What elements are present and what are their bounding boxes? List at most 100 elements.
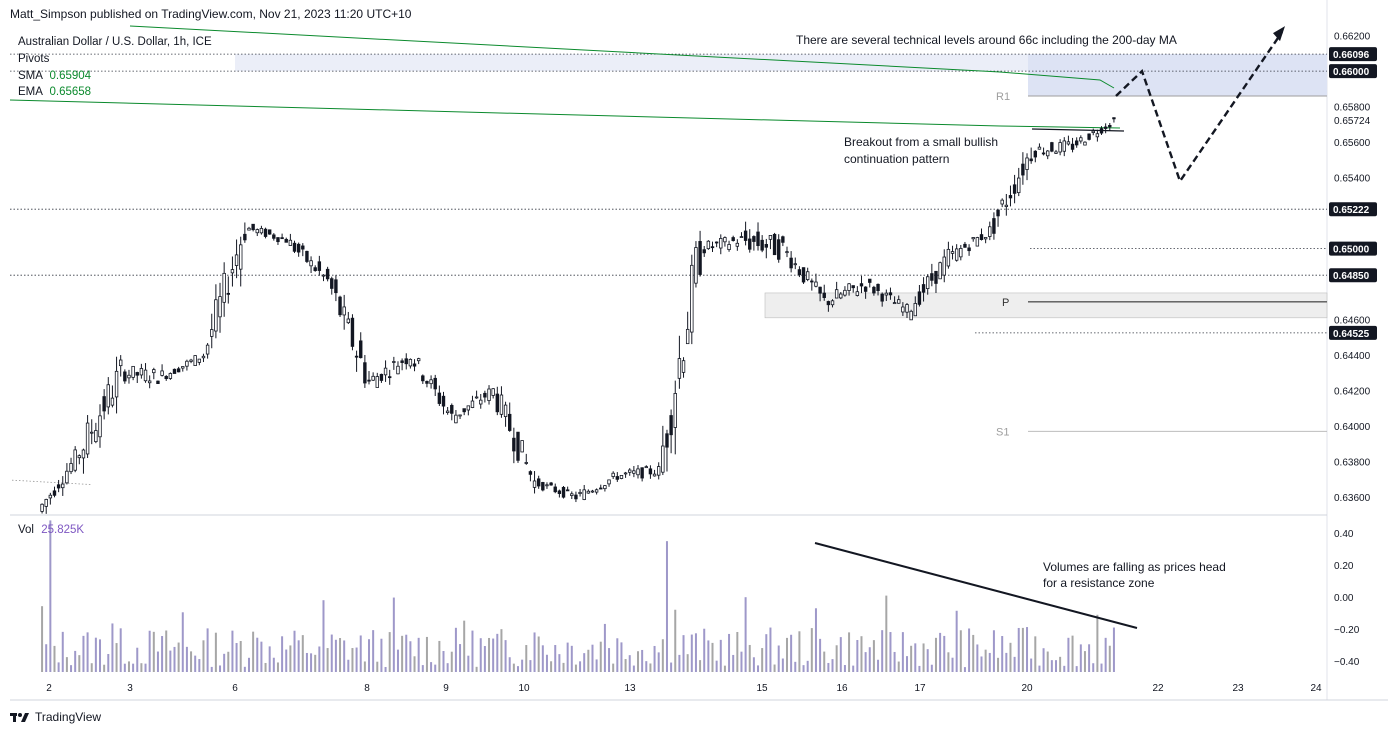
candle-body (528, 471, 533, 475)
volume-bar (165, 630, 168, 672)
volume-bar (347, 659, 350, 672)
sma-value: 0.65904 (49, 70, 92, 82)
annotation-technical-levels: There are several technical levels aroun… (796, 33, 1177, 47)
volume-bar (239, 641, 242, 672)
volume-bar (425, 636, 428, 672)
candle-body (826, 301, 831, 306)
volume-bar (136, 647, 139, 672)
volume-bar (210, 666, 213, 672)
sma-label: SMA (18, 70, 43, 82)
candle-body (822, 292, 826, 298)
volume-bar (968, 628, 971, 672)
candle-body (139, 368, 144, 376)
candle-body (810, 280, 814, 283)
price-badge-label: 0.65000 (1333, 245, 1370, 256)
volume-bar (173, 646, 176, 672)
volume-bar (608, 648, 611, 672)
candle-body (201, 355, 206, 359)
volume-bar (53, 645, 56, 672)
price-badge-bg (1329, 47, 1377, 62)
volume-bar (889, 632, 892, 672)
volume-bar (541, 645, 544, 672)
volume-bar (243, 666, 246, 672)
candle-body (644, 466, 648, 469)
old-level-line (11, 479, 93, 486)
candle-body (603, 485, 607, 490)
candle-body (495, 393, 499, 413)
candle-body (805, 271, 810, 280)
candle-body (859, 283, 864, 287)
volume-bar (715, 660, 718, 672)
x-tick-label: 22 (1152, 683, 1164, 694)
candle-body (503, 404, 508, 418)
volume-bar (479, 638, 482, 672)
candle-body (85, 422, 90, 455)
volume-bar (1030, 658, 1033, 672)
candle-body (371, 375, 375, 381)
volume-bar (1083, 651, 1086, 672)
candle-body (735, 242, 740, 247)
candle-body (586, 490, 591, 494)
candle-body (77, 455, 82, 459)
volume-bar (450, 651, 453, 672)
candle-body (516, 431, 520, 461)
volume-bar (649, 663, 652, 672)
candle-body (768, 234, 773, 240)
volume-bar (591, 644, 594, 672)
volume-bar (185, 646, 188, 672)
candle-body (1025, 157, 1029, 170)
candle-body (280, 237, 284, 240)
volume-bar (74, 650, 77, 672)
candle-body (342, 306, 346, 316)
candle-body (690, 264, 694, 333)
candle-body (681, 360, 686, 373)
candle-body (1017, 177, 1021, 194)
volume-bar (852, 665, 855, 672)
volume-bar (711, 642, 714, 672)
volume-bar (922, 643, 925, 672)
volume-bar (566, 642, 569, 672)
volume-bar (264, 662, 267, 672)
ema-value: 0.65658 (49, 86, 92, 98)
candle-body (698, 241, 702, 275)
candle-body (189, 359, 193, 362)
candle-body (677, 358, 682, 379)
volume-bar (363, 661, 366, 672)
candle-body (1074, 140, 1079, 146)
tradingview-logo[interactable]: TradingView (10, 710, 101, 724)
candle-body (897, 299, 901, 304)
candle-body (1112, 117, 1116, 120)
candle-body (611, 472, 615, 477)
candle-body (404, 358, 408, 365)
candle-body (524, 462, 528, 464)
candle-body (106, 384, 110, 408)
candle-body (599, 487, 603, 490)
volume-bar (301, 635, 304, 672)
y-tick-label: 0.65800 (1334, 103, 1371, 114)
candle-body (868, 278, 872, 283)
candle-body (607, 479, 611, 485)
volume-bar (529, 660, 532, 672)
candle-body (975, 237, 980, 247)
volume-bar (260, 641, 263, 672)
candle-body (1095, 133, 1100, 138)
candle-body (777, 239, 781, 260)
candle-body (234, 254, 239, 266)
candle-body (797, 269, 802, 276)
volume-bar (550, 661, 553, 672)
volume-bar (1046, 651, 1049, 672)
volume-bar (57, 662, 60, 672)
price-badge: 0.65000 (1329, 241, 1377, 256)
candle-body (847, 283, 851, 291)
y-tick-label: 0.66200 (1334, 32, 1371, 43)
candles-group (40, 117, 1116, 514)
volume-bar (872, 640, 875, 672)
y-tick-label: 0.64200 (1334, 387, 1371, 398)
volume-bar (914, 643, 917, 672)
candle-body (462, 408, 466, 413)
annotation-volume-line2: for a resistance zone (1043, 576, 1155, 590)
volume-bar (504, 640, 507, 672)
candle-body (557, 490, 562, 494)
